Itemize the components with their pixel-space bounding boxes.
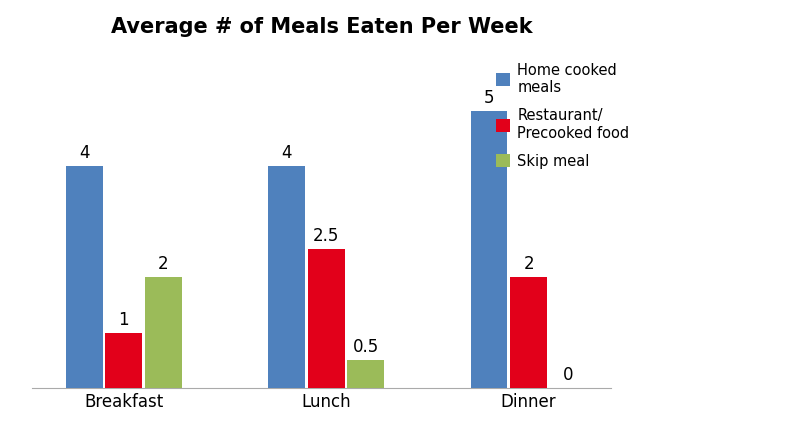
Bar: [66, 166, 102, 388]
Text: 0.5: 0.5: [353, 338, 379, 356]
Text: 2: 2: [158, 255, 168, 273]
Text: 4: 4: [281, 144, 292, 162]
Title: Average # of Meals Eaten Per Week: Average # of Meals Eaten Per Week: [110, 17, 533, 37]
Bar: [268, 166, 305, 388]
Bar: [471, 111, 507, 388]
Text: 1: 1: [118, 311, 129, 329]
Legend: Home cooked
meals, Restaurant/
Precooked food, Skip meal: Home cooked meals, Restaurant/ Precooked…: [491, 58, 634, 173]
Bar: [106, 333, 142, 388]
Text: 2.5: 2.5: [313, 228, 339, 246]
Bar: [511, 277, 547, 388]
Text: 5: 5: [484, 89, 495, 107]
Bar: [145, 277, 182, 388]
Text: 4: 4: [79, 144, 90, 162]
Bar: [347, 360, 384, 388]
Text: 2: 2: [523, 255, 534, 273]
Text: 0: 0: [563, 366, 573, 384]
Bar: [308, 249, 345, 388]
